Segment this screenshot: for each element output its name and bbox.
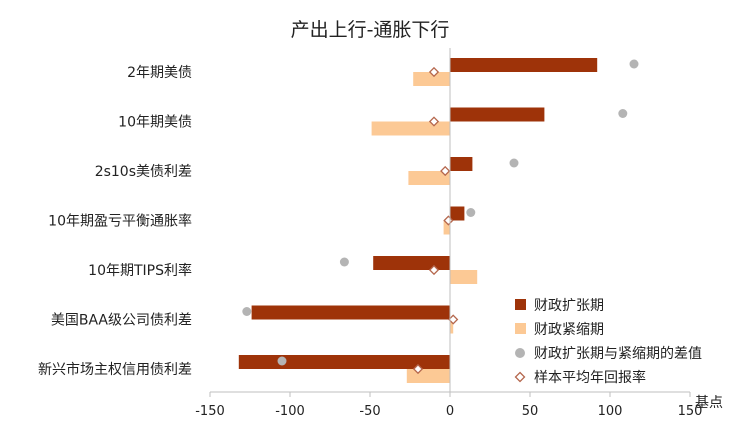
markers-layer [242,59,639,375]
category-label: 美国BAA级公司债利差 [51,313,192,329]
bar-contraction [408,171,450,185]
bar-contraction [406,369,450,383]
legend-swatch [514,371,526,383]
legend-swatch [515,299,526,310]
bar-expansion [373,256,450,270]
legend-label: 样本平均年回报率 [534,369,646,386]
avg-return-point [428,116,440,127]
category-label: 10年期美债 [118,115,192,131]
x-tick-label: 100 [598,404,623,419]
x-axis: -150 -100 -50 0 50 100 150 [195,48,702,419]
legend-label: 财政扩张期 [534,298,604,314]
bar-expansion [450,206,465,221]
bars-layer [238,58,598,383]
x-tick-label: -100 [275,404,305,419]
avg-return-point [443,215,454,226]
x-axis-label: 基点 [695,394,723,411]
bar-expansion [450,157,473,171]
bar-expansion [251,305,450,320]
bar-contraction [443,220,450,235]
category-label: 2s10s美债利差 [95,164,192,180]
diff-point [466,208,476,217]
diff-point [242,307,252,316]
bar-contraction [413,72,450,86]
category-label: 10年期盈亏平衡通胀率 [48,213,192,230]
avg-return-point [440,165,451,177]
diff-point [339,257,349,267]
bar-expansion [450,107,545,122]
x-tick-label: -150 [195,404,225,419]
diff-point [629,59,639,69]
bar-contraction [450,270,478,284]
bar-expansion [238,355,450,369]
diff-point [277,356,287,366]
legend-label: 财政扩张期与紧缩期的差值 [534,346,702,362]
x-tick-label: -50 [359,404,380,419]
avg-return-point [412,363,424,375]
legend-swatch [515,348,525,358]
category-labels: 2年期美债 10年期美债 2s10s美债利差 10年期盈亏平衡通胀率 10年期TIPS利… [38,65,192,378]
chart-title: 产出上行-通胀下行 [291,19,450,41]
diff-point [509,158,519,168]
bar-contraction [450,319,454,334]
bar-expansion [450,58,598,72]
bar-contraction [371,121,450,136]
category-label: 10年期TIPS利率 [88,262,192,279]
x-tick-label: 0 [446,404,454,419]
category-label: 2年期美债 [127,65,192,81]
category-label: 新兴市场主权信用债利差 [38,361,192,378]
avg-return-point [428,66,440,78]
legend-label: 财政紧缩期 [534,322,604,338]
x-tick-label: 150 [678,404,703,419]
legend-swatch [515,323,526,334]
x-tick-label: 50 [522,404,539,419]
avg-return-point [428,264,440,276]
diff-point [618,109,628,118]
